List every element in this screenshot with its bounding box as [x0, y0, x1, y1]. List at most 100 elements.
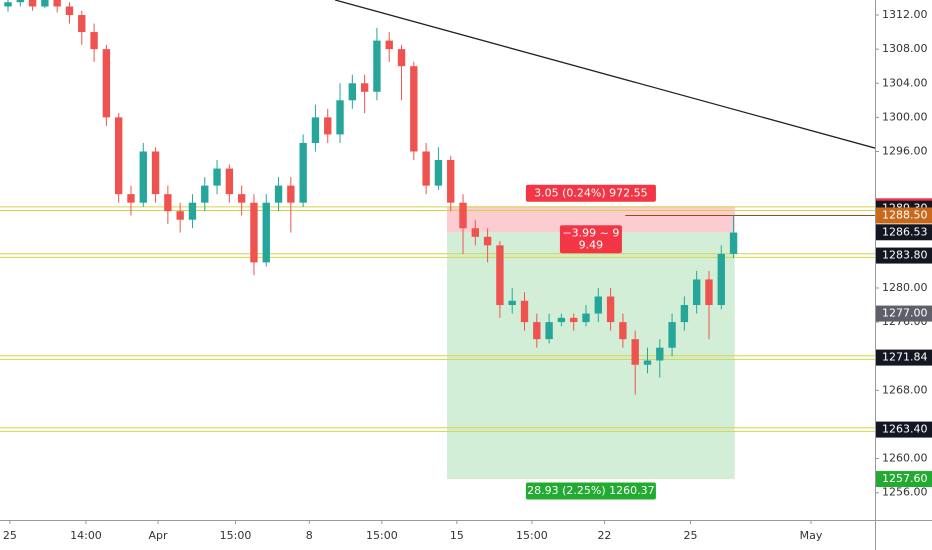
price-tag-box [876, 349, 932, 366]
plot [0, 0, 875, 480]
candle-body [287, 185, 295, 203]
candle-body [533, 322, 541, 340]
candle-body [151, 151, 160, 195]
price-tag-box [876, 247, 932, 264]
candle-body [311, 117, 320, 143]
candle-body [545, 322, 553, 340]
price-axis-bg [875, 0, 932, 550]
target-label-group: 28.93 (2.25%) 1260.37 [525, 482, 656, 500]
x-tick-label: 25 [3, 529, 17, 542]
candle-body [570, 317, 578, 323]
candle-body [299, 142, 307, 203]
price-tag-box [876, 224, 932, 241]
y-tick-label: 1296.00 [882, 144, 928, 157]
y-tick-label: 1300.00 [882, 110, 928, 123]
candle-body [28, 0, 37, 7]
candle-body [483, 236, 492, 246]
center-label: 9.49 [579, 238, 604, 251]
price-tag-label: 1288.50 [882, 208, 928, 221]
candle-body [262, 202, 270, 263]
price-tag-label: 1263.40 [882, 423, 928, 436]
candle-body [668, 322, 676, 348]
candle-body [385, 40, 393, 50]
candle-body [201, 185, 209, 203]
candle-body [188, 202, 197, 220]
candle-body [656, 347, 664, 361]
price-tag: 1283.80 [876, 247, 932, 264]
price-tag: 1277.00 [876, 305, 932, 322]
x-tick-label: 15:00 [516, 529, 548, 542]
target-label-box [525, 482, 656, 500]
price-tag: 1286.53 [876, 224, 932, 241]
y-tick-label: 1256.00 [882, 486, 928, 499]
candle-body [410, 66, 418, 152]
candle-body [471, 228, 480, 237]
target-label: 28.93 (2.25%) 1260.37 [527, 484, 655, 497]
candle-body [102, 49, 111, 118]
candle-body [213, 168, 221, 186]
candle-body [4, 2, 12, 7]
price-tag-box [876, 207, 932, 224]
candle-body [78, 15, 86, 33]
stop-label-box [525, 184, 656, 202]
candle-body [139, 151, 147, 203]
x-tick-label: May [800, 529, 823, 542]
x-tick-label: 15 [450, 529, 464, 542]
candle-body [594, 296, 602, 314]
price-tag-box [876, 471, 932, 488]
candle-body [508, 300, 516, 306]
x-tick-label: 15:00 [220, 529, 252, 542]
candle-body [90, 32, 98, 50]
candle-body [447, 160, 455, 203]
candle-body [250, 202, 258, 263]
candle-body [692, 279, 701, 306]
trend-line [334, 0, 875, 149]
y-tick-label: 1280.00 [882, 281, 928, 294]
candle-body [606, 296, 615, 323]
candle-body [53, 0, 61, 7]
candle-body [717, 253, 725, 306]
candle-body [164, 194, 172, 212]
candle-body [336, 100, 344, 135]
stop-label-group: 3.05 (0.24%) 972.55 [525, 184, 656, 202]
candle-body [114, 117, 123, 195]
center-label-group: −3.99 ~ 99.49 [559, 225, 622, 254]
candle-body [225, 168, 234, 195]
y-tick-label: 1308.00 [882, 42, 928, 55]
x-tick-label: 15:00 [366, 529, 398, 542]
candle-body [324, 117, 332, 135]
x-tick-label: 8 [306, 529, 313, 542]
x-tick-label: 22 [597, 529, 611, 542]
y-tick-label: 1312.00 [882, 8, 928, 21]
candle-body [705, 279, 713, 306]
candle-body [520, 300, 529, 323]
price-tag-label: 1286.53 [882, 225, 928, 238]
candle-body [496, 245, 504, 306]
candle-body [176, 211, 184, 220]
y-tick-label: 1268.00 [882, 383, 928, 396]
candle-body [65, 6, 74, 16]
price-tag-label: 1271.84 [882, 351, 928, 364]
y-tick-label: 1304.00 [882, 76, 928, 89]
y-tick-label: 1260.00 [882, 452, 928, 465]
candle-body [557, 317, 566, 323]
candle-body [397, 49, 406, 67]
candle-body [582, 313, 590, 323]
price-tag: 1271.84 [876, 349, 932, 366]
price-tag-box [876, 305, 932, 322]
candle-body [348, 83, 357, 101]
price-tag: 1257.60 [876, 471, 932, 488]
candle-body [373, 40, 381, 92]
candle-body [631, 339, 639, 365]
candle-body [41, 0, 49, 7]
candle-body [643, 360, 652, 365]
candle-body [237, 194, 246, 203]
center-label-box [559, 225, 622, 254]
center-label: −3.99 ~ 9 [562, 226, 619, 239]
price-tag-label: 1257.60 [882, 472, 928, 485]
candle-body [434, 160, 443, 186]
candle-body [422, 151, 430, 186]
candle-body [274, 185, 283, 203]
price-tag-label: 1277.00 [882, 307, 928, 320]
